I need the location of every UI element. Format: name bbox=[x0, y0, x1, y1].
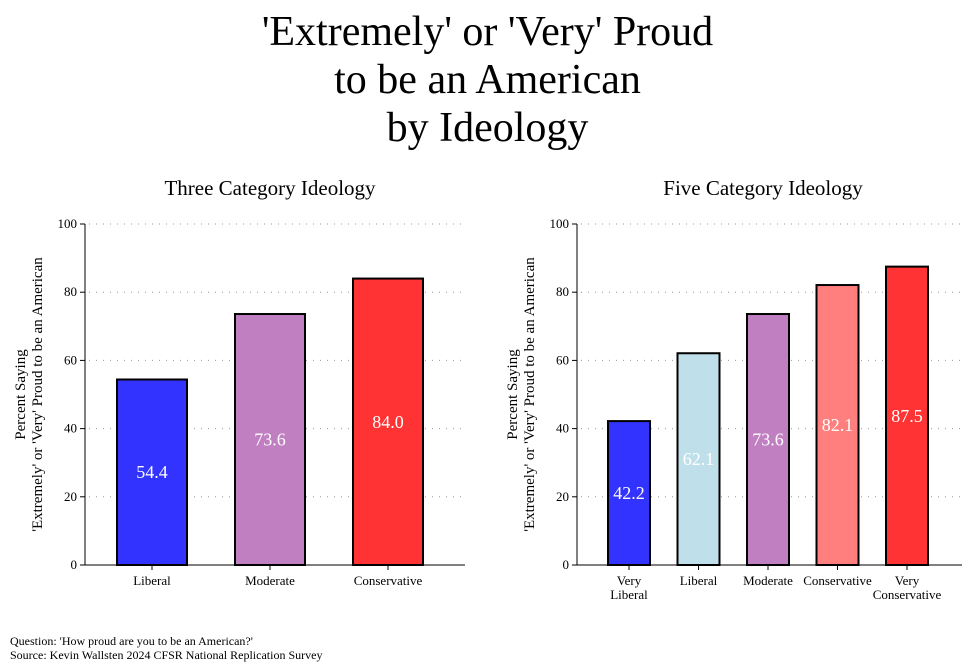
y-axis-title-line-2: 'Extremely' or 'Very' Proud to be an Ame… bbox=[522, 257, 538, 532]
x-tick-label-3: Moderate bbox=[743, 573, 793, 588]
bar-value-label-5: 87.5 bbox=[891, 406, 923, 426]
y-tick-label-40: 40 bbox=[64, 421, 77, 436]
x-tick-label-line: Very bbox=[895, 573, 920, 588]
bar-1 bbox=[607, 420, 651, 566]
title-line-1: 'Extremely' or 'Very' Proud bbox=[261, 9, 714, 55]
x-tick-label-5: Very Conservative bbox=[873, 573, 942, 602]
y-tick-label-100: 100 bbox=[58, 216, 78, 231]
bar-value-label-2: 73.6 bbox=[254, 430, 286, 450]
x-tick-label-1: Very Liberal bbox=[610, 573, 648, 602]
source-note: Source: Kevin Wallsten 2024 CFSR Nationa… bbox=[10, 648, 323, 662]
x-tick-label-line: Moderate bbox=[245, 573, 295, 588]
bar-2 bbox=[676, 352, 721, 566]
bar-value-label-3: 73.6 bbox=[752, 430, 784, 450]
bar-value-label-3: 84.0 bbox=[372, 412, 404, 432]
x-tick-label-2: Liberal bbox=[680, 573, 718, 588]
x-tick-label-4: Conservative bbox=[803, 573, 872, 588]
y-tick-label-0: 0 bbox=[71, 557, 78, 572]
y-tick-label-60: 60 bbox=[64, 352, 77, 367]
three-category-chart: Percent Saying'Extremely' or 'Very' Prou… bbox=[13, 216, 465, 588]
notes: Question: 'How proud are you to be an Am… bbox=[10, 634, 322, 662]
y-tick-label-20: 20 bbox=[64, 489, 77, 504]
y-tick-label-0: 0 bbox=[563, 557, 570, 572]
x-tick-label-2: Moderate bbox=[245, 573, 295, 588]
y-tick-label-20: 20 bbox=[556, 489, 569, 504]
bar-value-label-1: 42.2 bbox=[613, 483, 645, 503]
bar-3 bbox=[352, 277, 424, 566]
question-note: Question: 'How proud are you to be an Am… bbox=[10, 634, 253, 648]
x-tick-label-line: Conservative bbox=[873, 587, 942, 602]
y-axis-title-line-2: 'Extremely' or 'Very' Proud to be an Ame… bbox=[30, 257, 46, 532]
x-tick-label-line: Conservative bbox=[803, 573, 872, 588]
bar-value-label-2: 62.1 bbox=[683, 449, 715, 469]
main-title: 'Extremely' or 'Very' Proud to be an Ame… bbox=[0, 8, 975, 152]
x-tick-label-line: Liberal bbox=[680, 573, 718, 588]
bar-2 bbox=[234, 313, 306, 566]
panel-1-title: Three Category Ideology bbox=[164, 176, 376, 200]
bar-5 bbox=[885, 265, 929, 566]
y-tick-label-40: 40 bbox=[556, 421, 569, 436]
bar-4 bbox=[815, 284, 860, 566]
x-tick-label-line: Liberal bbox=[610, 587, 648, 602]
y-axis-title: Percent Saying'Extremely' or 'Very' Prou… bbox=[13, 257, 46, 532]
x-tick-label-line: Liberal bbox=[133, 573, 171, 588]
title-line-2: to be an American bbox=[334, 57, 641, 103]
x-tick-label-line: Moderate bbox=[743, 573, 793, 588]
y-axis-title-line-1: Percent Saying bbox=[13, 349, 29, 440]
y-tick-label-60: 60 bbox=[556, 352, 569, 367]
y-axis-title-line-1: Percent Saying bbox=[505, 349, 521, 440]
bar-value-label-4: 82.1 bbox=[822, 415, 854, 435]
y-tick-label-100: 100 bbox=[550, 216, 570, 231]
y-axis-title: Percent Saying'Extremely' or 'Very' Prou… bbox=[505, 257, 538, 532]
y-tick-label-80: 80 bbox=[64, 284, 77, 299]
title-line-3: by Ideology bbox=[386, 105, 589, 151]
five-category-chart: Percent Saying'Extremely' or 'Very' Prou… bbox=[505, 216, 962, 602]
bar-value-label-1: 54.4 bbox=[136, 462, 168, 482]
panel-2-title: Five Category Ideology bbox=[663, 176, 863, 200]
y-tick-label-80: 80 bbox=[556, 284, 569, 299]
x-tick-label-3: Conservative bbox=[354, 573, 423, 588]
x-tick-label-line: Very bbox=[617, 573, 642, 588]
x-tick-label-1: Liberal bbox=[133, 573, 171, 588]
x-tick-label-line: Conservative bbox=[354, 573, 423, 588]
